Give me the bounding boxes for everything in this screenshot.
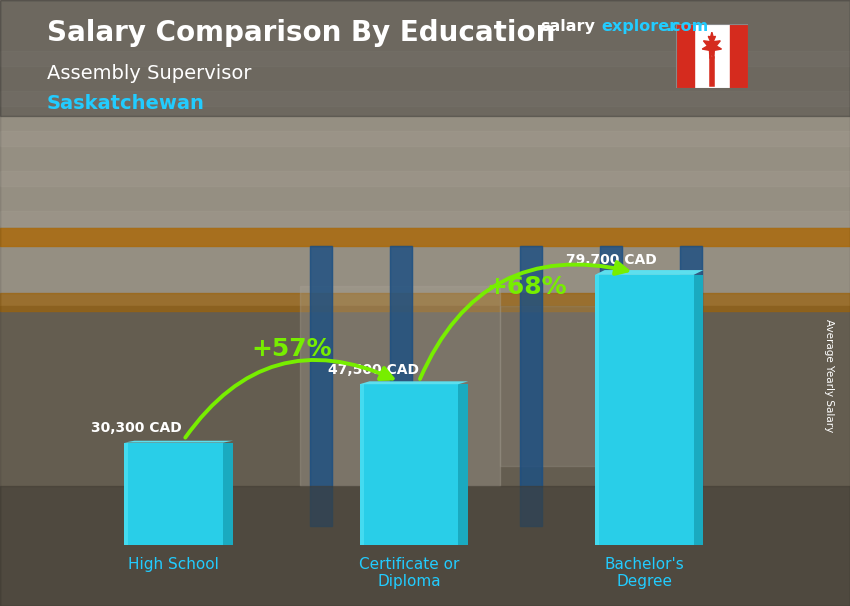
- Bar: [310, 246, 332, 526]
- Polygon shape: [595, 270, 704, 275]
- Bar: [595, 275, 598, 545]
- Bar: [0, 91, 850, 106]
- Bar: [0, 0, 850, 116]
- Bar: [390, 246, 412, 526]
- Text: Salary Comparison By Education: Salary Comparison By Education: [47, 19, 555, 47]
- Text: Saskatchewan: Saskatchewan: [47, 94, 205, 113]
- Bar: [390, 246, 412, 526]
- Polygon shape: [124, 441, 233, 442]
- Bar: [0, 51, 850, 66]
- Bar: [0, 486, 850, 606]
- Text: 47,500 CAD: 47,500 CAD: [328, 363, 419, 377]
- Bar: [600, 246, 622, 526]
- Bar: [124, 442, 224, 545]
- Bar: [600, 246, 622, 526]
- Bar: [500, 306, 650, 466]
- Text: .com: .com: [666, 19, 709, 35]
- Bar: [0, 211, 850, 226]
- Text: 30,300 CAD: 30,300 CAD: [91, 421, 182, 435]
- Bar: [0, 171, 850, 186]
- Bar: [730, 24, 748, 88]
- Text: salary: salary: [540, 19, 595, 35]
- Bar: [0, 293, 850, 311]
- Bar: [694, 275, 704, 545]
- Text: +57%: +57%: [251, 336, 332, 361]
- Bar: [224, 442, 233, 545]
- Bar: [0, 131, 850, 146]
- Bar: [310, 246, 332, 526]
- Bar: [520, 246, 542, 526]
- Text: Average Yearly Salary: Average Yearly Salary: [824, 319, 834, 432]
- Bar: [360, 384, 364, 545]
- Text: +68%: +68%: [486, 276, 567, 299]
- Bar: [300, 286, 500, 486]
- Bar: [676, 24, 694, 88]
- Text: Assembly Supervisor: Assembly Supervisor: [47, 64, 252, 82]
- Bar: [124, 442, 128, 545]
- Polygon shape: [702, 32, 722, 59]
- Polygon shape: [360, 381, 468, 384]
- Text: explorer: explorer: [602, 19, 678, 35]
- Bar: [360, 384, 458, 545]
- Bar: [520, 246, 542, 526]
- Bar: [458, 384, 468, 545]
- Bar: [0, 0, 850, 306]
- Bar: [680, 246, 702, 526]
- Bar: [0, 228, 850, 246]
- Text: 79,700 CAD: 79,700 CAD: [566, 253, 656, 267]
- Bar: [0, 306, 850, 606]
- Bar: [595, 275, 694, 545]
- Bar: [680, 246, 702, 526]
